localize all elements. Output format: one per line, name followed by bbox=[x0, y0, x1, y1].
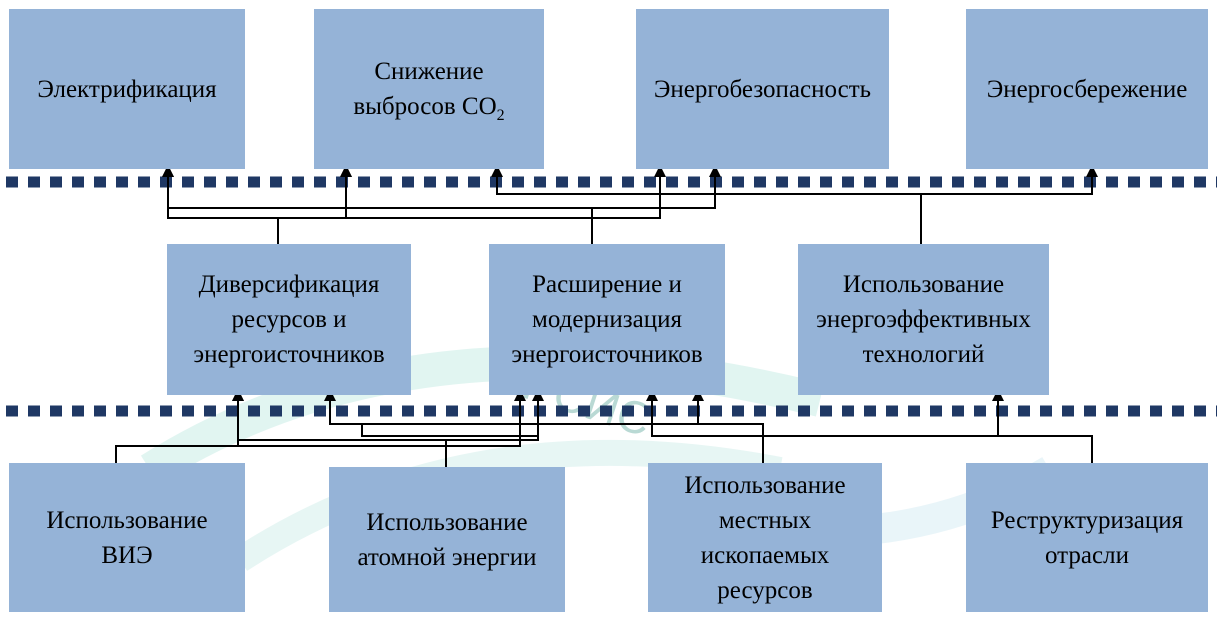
node-diversification: Диверсификация ресурсов и энергоисточник… bbox=[167, 244, 411, 395]
node-electrification-label: Электрификация bbox=[37, 75, 217, 103]
node-nuclear: Использование атомной энергии bbox=[329, 467, 565, 612]
link-local-fossil-to-expansion bbox=[692, 389, 763, 425]
node-renewables: Использование ВИЭ bbox=[9, 463, 245, 612]
node-renewables-label: Использование ВИЭ bbox=[46, 506, 208, 569]
node-nuclear-label: Использование атомной энергии bbox=[357, 508, 537, 571]
node-diversification-label: Диверсификация ресурсов и энергоисточник… bbox=[193, 271, 385, 368]
node-energy-saving: Энергосбережение bbox=[966, 9, 1208, 169]
link-local-fossil-to-expansion-b bbox=[361, 423, 698, 437]
link-efficient-to-energy-security bbox=[491, 165, 922, 244]
connector-group bbox=[115, 165, 1098, 467]
link-renewables-to-expansion bbox=[238, 389, 526, 447]
node-restructuring: Реструктуризация отрасли bbox=[966, 463, 1208, 612]
node-local-fossil-label: Использование местных ископаемых ресурсо… bbox=[684, 471, 846, 604]
node-co2-reduction: Снижение выбросов CO2 bbox=[314, 9, 544, 169]
link-restructuring-to-efficient bbox=[646, 389, 1093, 463]
link-expansion-to-electrification bbox=[162, 165, 592, 209]
link-diversification-to-co2 bbox=[278, 165, 352, 219]
node-local-fossil: Использование местных ископаемых ресурсо… bbox=[648, 463, 882, 612]
node-efficient-tech: Использование энергоэффективных технолог… bbox=[798, 244, 1049, 395]
link-expansion-to-energy-security bbox=[592, 165, 721, 209]
link-nuclear-to-diversification bbox=[232, 389, 447, 467]
node-efficient-tech-label: Использование энергоэффективных технолог… bbox=[816, 271, 1031, 368]
node-co2-reduction-label: Снижение выбросов CO2 bbox=[353, 54, 504, 124]
node-restructuring-label: Реструктуризация отрасли bbox=[990, 506, 1184, 569]
co2-subscript: 2 bbox=[496, 107, 505, 124]
node-expansion-label: Расширение и модернизация энергоисточник… bbox=[511, 271, 703, 368]
link-nuclear-to-expansion bbox=[446, 389, 544, 441]
co2-text: Снижение выбросов CO bbox=[353, 58, 497, 120]
node-expansion: Расширение и модернизация энергоисточник… bbox=[489, 244, 725, 395]
node-electrification: Электрификация bbox=[9, 9, 245, 169]
link-diversification-to-energy-security bbox=[346, 165, 666, 219]
link-renewables-to-diversification bbox=[115, 389, 244, 463]
link-efficient-to-energy-saving bbox=[921, 165, 1098, 195]
node-energy-security-label: Энергобезопасность bbox=[653, 75, 872, 103]
node-energy-saving-label: Энергосбережение bbox=[986, 75, 1188, 103]
node-energy-security: Энергобезопасность bbox=[636, 9, 889, 169]
